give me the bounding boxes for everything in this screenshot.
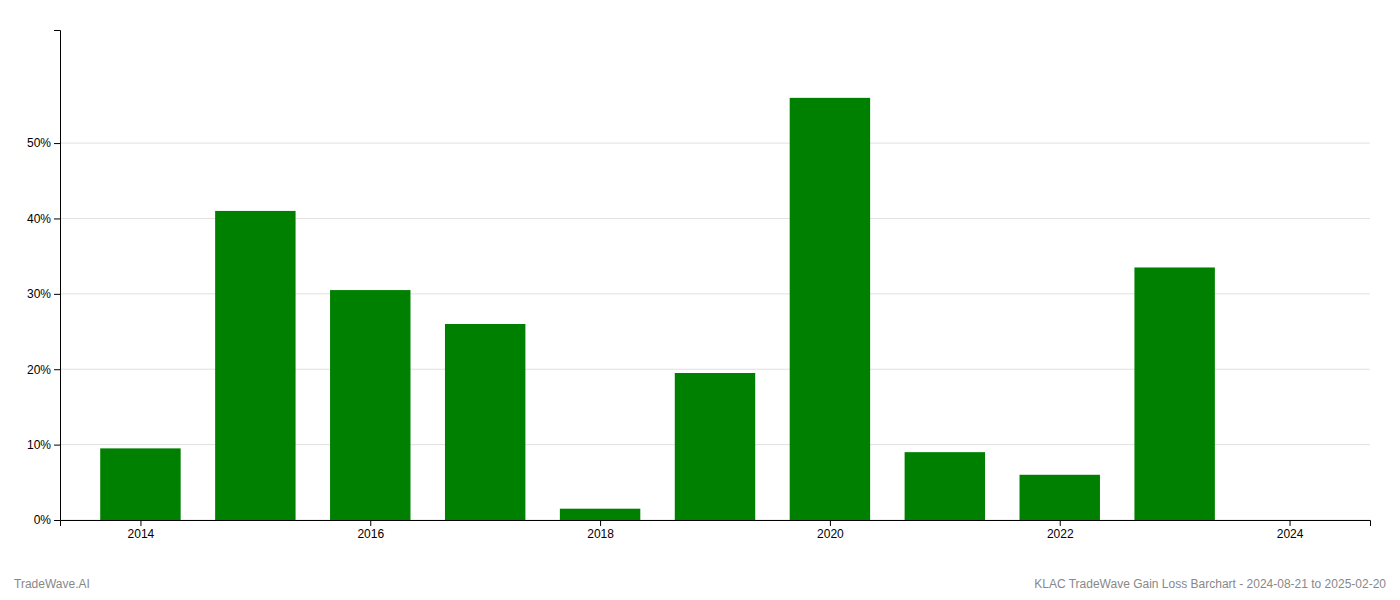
x-tick-mark xyxy=(830,520,831,526)
y-tick: 40% xyxy=(27,212,60,226)
bar xyxy=(790,98,870,520)
x-tick-label: 2018 xyxy=(587,527,614,541)
x-tick-mark xyxy=(1060,520,1061,526)
y-axis-line xyxy=(54,31,61,521)
bar xyxy=(1249,520,1329,521)
x-tick-label: 2020 xyxy=(817,527,844,541)
y-tick-mark xyxy=(54,294,60,295)
bar xyxy=(100,448,180,520)
bar xyxy=(215,211,295,520)
plot: 2014 2016 2018 2020 2022 2024 0% 10% 20% 30% 40% 50… xyxy=(27,31,1371,541)
y-tick-label: 10% xyxy=(27,438,51,452)
y-tick-mark xyxy=(54,143,60,144)
x-tick-label: 2016 xyxy=(357,527,384,541)
footer-left: TradeWave.AI xyxy=(14,577,90,591)
chart: 2014 2016 2018 2020 2022 2024 0% 10% 20% 30% 40% 50… xyxy=(0,0,1400,600)
x-tick: 2016 xyxy=(357,520,384,541)
grid-line xyxy=(60,143,1370,144)
x-axis: 2014 2016 2018 2020 2022 2024 xyxy=(61,520,1371,541)
x-axis-line xyxy=(61,521,1371,527)
x-tick-mark xyxy=(370,520,371,526)
bar xyxy=(1134,267,1214,520)
grid xyxy=(60,143,1370,520)
y-tick-mark xyxy=(54,218,60,219)
y-tick-mark xyxy=(54,369,60,370)
y-axis: 0% 10% 20% 30% 40% 50% xyxy=(27,31,61,528)
x-tick-mark xyxy=(1290,520,1291,526)
x-tick: 2018 xyxy=(587,520,614,541)
x-tick-label: 2022 xyxy=(1047,527,1074,541)
x-tick: 2014 xyxy=(128,520,155,541)
x-tick-label: 2014 xyxy=(128,527,155,541)
x-tick-label: 2024 xyxy=(1277,527,1304,541)
x-tick: 2024 xyxy=(1277,520,1304,541)
y-tick-mark xyxy=(54,520,60,521)
y-tick: 10% xyxy=(27,438,60,452)
y-tick: 0% xyxy=(34,513,60,527)
x-tick-mark xyxy=(600,520,601,526)
bar xyxy=(675,373,755,520)
y-tick-label: 20% xyxy=(27,363,51,377)
bar xyxy=(1020,475,1100,520)
x-tick-mark xyxy=(140,520,141,526)
y-tick-label: 40% xyxy=(27,212,51,226)
y-tick: 50% xyxy=(27,136,60,150)
x-tick: 2022 xyxy=(1047,520,1074,541)
y-tick: 20% xyxy=(27,363,60,377)
bar xyxy=(560,509,640,520)
y-tick-mark xyxy=(54,445,60,446)
bars xyxy=(100,98,1215,520)
bar xyxy=(445,324,525,520)
x-tick: 2020 xyxy=(817,520,844,541)
y-tick-label: 0% xyxy=(34,513,52,527)
y-tick-label: 30% xyxy=(27,287,51,301)
y-tick-label: 50% xyxy=(27,136,51,150)
bar xyxy=(330,290,410,520)
bar xyxy=(905,452,985,520)
footer-right: KLAC TradeWave Gain Loss Barchart - 2024… xyxy=(1034,577,1386,591)
y-tick: 30% xyxy=(27,287,60,301)
